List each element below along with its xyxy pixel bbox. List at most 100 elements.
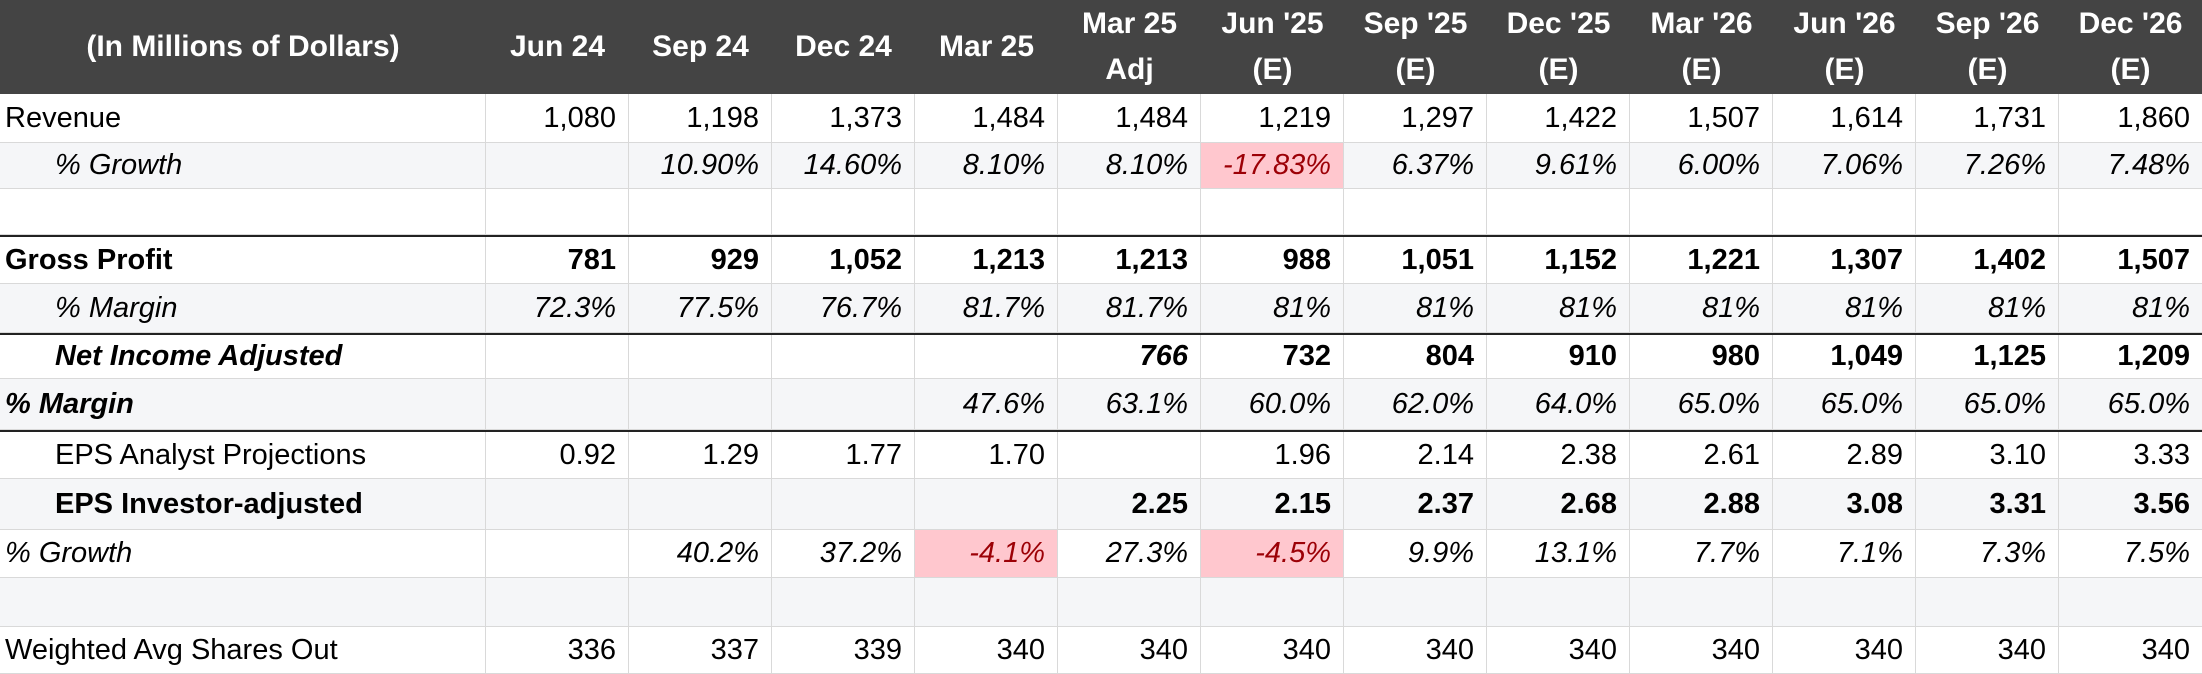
data-cell[interactable] — [772, 189, 915, 234]
data-cell[interactable]: 337 — [629, 627, 772, 673]
data-cell[interactable]: 3.31 — [1916, 479, 2059, 529]
data-cell[interactable]: 340 — [2141, 633, 2190, 666]
data-cell[interactable]: 8.10% — [1058, 143, 1201, 188]
data-cell[interactable]: 340 — [1487, 627, 1630, 673]
data-cell[interactable]: 64.0% — [1487, 379, 1630, 429]
data-cell[interactable]: 76.7% — [772, 284, 915, 332]
row-label[interactable]: % Growth — [0, 143, 486, 188]
data-cell[interactable]: 65.0% — [1916, 379, 2059, 429]
data-cell[interactable]: 1,209 — [2117, 340, 2190, 372]
data-cell[interactable]: 7.3% — [1916, 530, 2059, 577]
data-cell[interactable]: 81% — [1773, 284, 1916, 332]
data-cell[interactable]: 13.1% — [1487, 530, 1630, 577]
data-cell[interactable]: 2.88 — [1630, 479, 1773, 529]
data-cell[interactable]: 1,080 — [486, 94, 629, 142]
data-cell[interactable]: 1.29 — [629, 432, 772, 478]
data-cell[interactable]: 0.92 — [486, 432, 629, 478]
data-cell[interactable]: 340 — [1058, 627, 1201, 673]
data-cell[interactable]: 7.7% — [1630, 530, 1773, 577]
data-cell[interactable] — [915, 335, 1058, 378]
data-cell[interactable]: 340 — [915, 627, 1058, 673]
row-label[interactable]: % Margin — [0, 379, 486, 429]
data-cell[interactable]: 10.90% — [629, 143, 772, 188]
row-label[interactable]: EPS Analyst Projections — [0, 432, 486, 478]
data-cell[interactable] — [629, 335, 772, 378]
data-cell[interactable]: 40.2% — [629, 530, 772, 577]
data-cell[interactable]: 336 — [486, 627, 629, 673]
data-cell[interactable] — [1201, 578, 1344, 626]
data-cell[interactable]: 37.2% — [772, 530, 915, 577]
row-label[interactable]: % Margin — [0, 284, 486, 332]
data-cell[interactable]: 81.7% — [1058, 284, 1201, 332]
data-cell[interactable] — [629, 479, 772, 529]
data-cell[interactable] — [629, 189, 772, 234]
data-cell[interactable] — [1344, 578, 1487, 626]
data-cell[interactable]: 9.61% — [1487, 143, 1630, 188]
data-cell[interactable]: -4.1% — [915, 530, 1058, 577]
data-cell[interactable]: 2.68 — [1487, 479, 1630, 529]
data-cell[interactable] — [629, 379, 772, 429]
data-cell[interactable]: 910 — [1487, 335, 1630, 378]
data-cell[interactable]: 1,125 — [1916, 335, 2059, 378]
data-cell[interactable] — [486, 189, 629, 234]
data-cell[interactable]: 340 — [1344, 627, 1487, 673]
data-cell[interactable]: 7.1% — [1773, 530, 1916, 577]
data-cell[interactable] — [1058, 578, 1201, 626]
data-cell[interactable]: 1,402 — [1916, 237, 2059, 283]
data-cell[interactable]: 1,213 — [1058, 237, 1201, 283]
data-cell[interactable] — [2059, 189, 2202, 234]
data-cell[interactable]: 1,052 — [772, 237, 915, 283]
data-cell[interactable] — [486, 335, 629, 378]
data-cell[interactable]: 3.08 — [1773, 479, 1916, 529]
data-cell[interactable] — [1058, 432, 1201, 478]
data-cell[interactable]: 732 — [1201, 335, 1344, 378]
data-cell[interactable]: 1.70 — [915, 432, 1058, 478]
data-cell[interactable]: 1,152 — [1487, 237, 1630, 283]
data-cell[interactable]: 2.37 — [1344, 479, 1487, 529]
data-cell[interactable] — [1773, 578, 1916, 626]
data-cell[interactable]: 980 — [1630, 335, 1773, 378]
data-cell[interactable]: 27.3% — [1058, 530, 1201, 577]
data-cell[interactable]: 804 — [1344, 335, 1487, 378]
data-cell[interactable]: 81% — [1487, 284, 1630, 332]
data-cell[interactable]: 781 — [486, 237, 629, 283]
data-cell[interactable] — [772, 379, 915, 429]
data-cell[interactable] — [772, 578, 915, 626]
data-cell[interactable]: 929 — [629, 237, 772, 283]
data-cell[interactable] — [1630, 578, 1773, 626]
data-cell[interactable] — [1916, 189, 2059, 234]
data-cell[interactable]: 1,373 — [772, 94, 915, 142]
data-cell[interactable]: 77.5% — [629, 284, 772, 332]
data-cell[interactable] — [915, 479, 1058, 529]
data-cell[interactable]: 1,051 — [1344, 237, 1487, 283]
data-cell[interactable] — [915, 189, 1058, 234]
data-cell[interactable]: 1,484 — [1058, 94, 1201, 142]
data-cell[interactable] — [772, 479, 915, 529]
data-cell[interactable]: 6.00% — [1630, 143, 1773, 188]
data-cell[interactable]: 7.48% — [2107, 149, 2190, 181]
data-cell[interactable] — [629, 578, 772, 626]
data-cell[interactable]: 65.0% — [2107, 387, 2190, 420]
data-cell[interactable] — [1201, 189, 1344, 234]
data-cell[interactable]: 8.10% — [915, 143, 1058, 188]
data-cell[interactable]: 1,614 — [1773, 94, 1916, 142]
data-cell[interactable]: 340 — [1916, 627, 2059, 673]
data-cell[interactable] — [486, 479, 629, 529]
data-cell[interactable]: 1,297 — [1344, 94, 1487, 142]
data-cell[interactable]: 81% — [1916, 284, 2059, 332]
data-cell[interactable]: 9.9% — [1344, 530, 1487, 577]
data-cell[interactable] — [486, 578, 629, 626]
data-cell[interactable]: 3.33 — [2133, 438, 2190, 471]
data-cell[interactable]: 7.26% — [1916, 143, 2059, 188]
row-label[interactable] — [0, 189, 486, 234]
data-cell[interactable] — [1344, 189, 1487, 234]
data-cell[interactable]: 2.25 — [1058, 479, 1201, 529]
data-cell[interactable]: 81.7% — [915, 284, 1058, 332]
data-cell[interactable]: 340 — [1201, 627, 1344, 673]
data-cell[interactable]: 988 — [1201, 237, 1344, 283]
row-label[interactable]: EPS Investor-adjusted — [0, 479, 486, 529]
data-cell[interactable]: 65.0% — [1773, 379, 1916, 429]
data-cell[interactable]: 47.6% — [915, 379, 1058, 429]
data-cell[interactable]: 1,213 — [915, 237, 1058, 283]
row-label[interactable]: Weighted Avg Shares Out — [0, 627, 486, 673]
